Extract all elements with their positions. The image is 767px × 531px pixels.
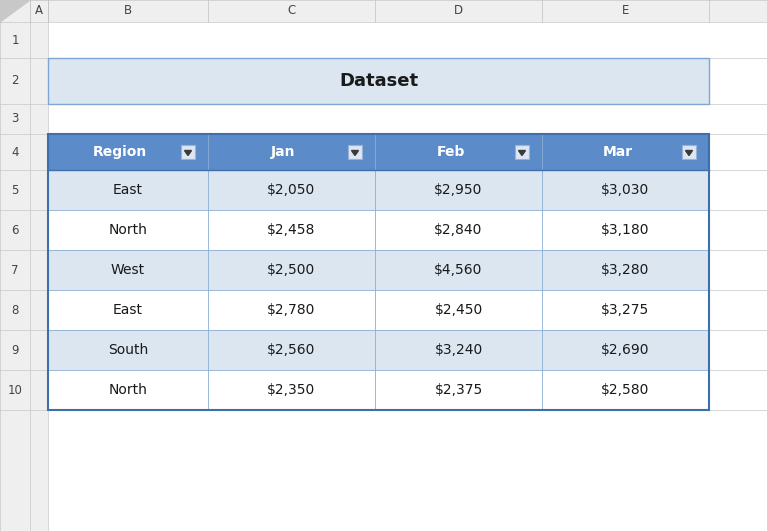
Text: $2,560: $2,560 (268, 343, 316, 357)
FancyBboxPatch shape (48, 134, 709, 170)
Text: Region: Region (93, 145, 147, 159)
FancyBboxPatch shape (48, 330, 709, 370)
FancyBboxPatch shape (348, 145, 362, 159)
Text: $2,375: $2,375 (434, 383, 482, 397)
Text: $2,840: $2,840 (434, 223, 482, 237)
FancyBboxPatch shape (515, 145, 529, 159)
FancyBboxPatch shape (0, 0, 767, 22)
Polygon shape (351, 150, 358, 156)
FancyBboxPatch shape (48, 22, 767, 531)
Text: $2,050: $2,050 (268, 183, 316, 197)
Text: $2,450: $2,450 (434, 303, 482, 317)
Text: C: C (288, 4, 295, 18)
Text: $2,580: $2,580 (601, 383, 650, 397)
Text: $3,180: $3,180 (601, 223, 650, 237)
Polygon shape (0, 0, 30, 22)
Text: 4: 4 (12, 145, 18, 158)
FancyBboxPatch shape (48, 58, 709, 104)
Text: 9: 9 (12, 344, 18, 356)
Text: 7: 7 (12, 263, 18, 277)
Text: $3,275: $3,275 (601, 303, 650, 317)
Text: West: West (111, 263, 145, 277)
Text: $3,280: $3,280 (601, 263, 650, 277)
Text: Dataset: Dataset (339, 72, 418, 90)
Text: 1: 1 (12, 33, 18, 47)
Text: $2,950: $2,950 (434, 183, 482, 197)
Text: Jan: Jan (272, 145, 296, 159)
Polygon shape (185, 150, 192, 156)
Text: $2,690: $2,690 (601, 343, 650, 357)
FancyBboxPatch shape (682, 145, 696, 159)
Text: $3,030: $3,030 (601, 183, 650, 197)
Text: B: B (124, 4, 132, 18)
Text: D: D (454, 4, 463, 18)
FancyBboxPatch shape (48, 250, 709, 290)
Text: North: North (109, 223, 147, 237)
Text: 10: 10 (8, 383, 22, 397)
Text: 6: 6 (12, 224, 18, 236)
Text: $2,350: $2,350 (268, 383, 316, 397)
FancyBboxPatch shape (0, 0, 48, 531)
Text: Mar: Mar (602, 145, 633, 159)
Polygon shape (518, 150, 525, 156)
Polygon shape (686, 150, 693, 156)
Text: A: A (35, 4, 43, 18)
Text: $2,780: $2,780 (268, 303, 316, 317)
Text: 8: 8 (12, 304, 18, 316)
FancyBboxPatch shape (48, 290, 709, 330)
FancyBboxPatch shape (48, 370, 709, 410)
FancyBboxPatch shape (181, 145, 195, 159)
Text: $4,560: $4,560 (434, 263, 482, 277)
Text: 5: 5 (12, 184, 18, 196)
Text: $2,458: $2,458 (268, 223, 316, 237)
Text: 2: 2 (12, 74, 18, 88)
Text: E: E (622, 4, 629, 18)
Text: South: South (108, 343, 148, 357)
Text: $3,240: $3,240 (434, 343, 482, 357)
Text: North: North (109, 383, 147, 397)
Text: Feb: Feb (436, 145, 465, 159)
Text: 3: 3 (12, 113, 18, 125)
Text: East: East (113, 183, 143, 197)
Text: $2,500: $2,500 (268, 263, 316, 277)
FancyBboxPatch shape (48, 210, 709, 250)
FancyBboxPatch shape (48, 170, 709, 210)
Text: East: East (113, 303, 143, 317)
